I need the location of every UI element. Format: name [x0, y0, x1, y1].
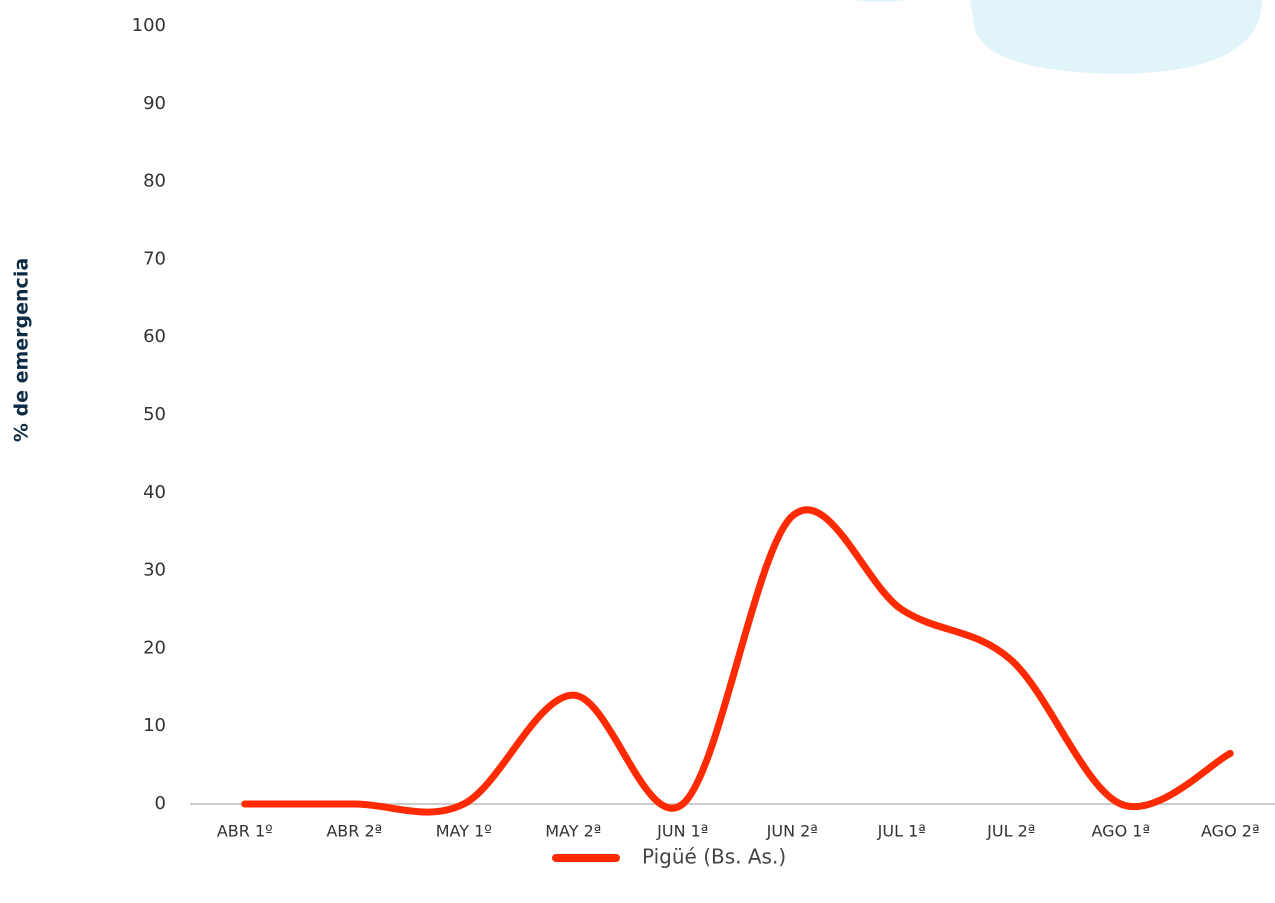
- y-tick-label: 40: [143, 482, 166, 503]
- x-tick-label: AGO 2ª: [1201, 822, 1259, 841]
- y-tick-label: 20: [143, 637, 166, 658]
- y-tick-label: 50: [143, 404, 166, 425]
- y-tick-label: 60: [143, 326, 166, 347]
- x-tick-label: ABR 2ª: [326, 822, 382, 841]
- y-tick-label: 0: [155, 793, 166, 814]
- series-line: [241, 506, 1234, 816]
- y-tick-label: 10: [143, 715, 166, 736]
- x-tick-label: AGO 1ª: [1092, 822, 1150, 841]
- x-tick-label: JUN 1ª: [656, 822, 708, 841]
- x-tick-label: JUL 1ª: [877, 822, 926, 841]
- y-axis-title: % de emergencia: [11, 258, 33, 442]
- x-tick-label: JUL 2ª: [986, 822, 1035, 841]
- x-tick-label: MAY 2ª: [545, 822, 601, 841]
- y-tick-label: 70: [143, 248, 166, 269]
- legend-label: Pigüé (Bs. As.): [642, 845, 786, 869]
- y-tick-label: 30: [143, 560, 166, 581]
- x-tick-label: ABR 1º: [217, 822, 273, 841]
- decoration: [970, 0, 1262, 74]
- decoration: [853, 0, 907, 2]
- y-tick-label: 90: [143, 93, 166, 114]
- y-tick-label: 80: [143, 171, 166, 192]
- x-tick-label: MAY 1º: [436, 822, 492, 841]
- y-tick-label: 100: [132, 15, 166, 36]
- x-tick-label: JUN 2ª: [766, 822, 818, 841]
